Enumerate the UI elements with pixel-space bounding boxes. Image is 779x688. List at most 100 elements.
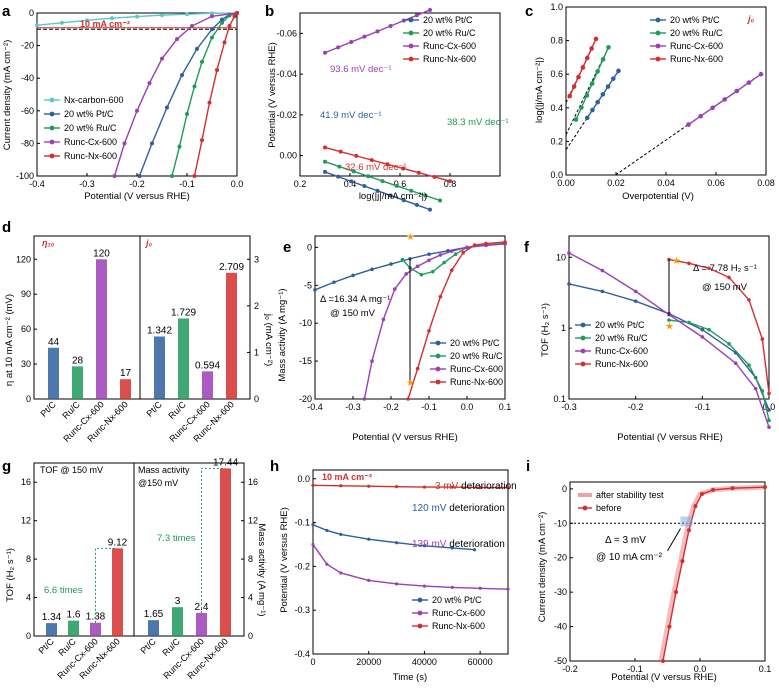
panel-a-series-point bbox=[112, 174, 117, 178]
panel-d-category-left: Ru/C bbox=[60, 399, 82, 421]
panel-i-series-before-point bbox=[667, 624, 672, 629]
panel-b-xtick-label: 0.6 bbox=[394, 179, 407, 189]
panel-e-xtick-label: -0.2 bbox=[383, 402, 399, 412]
panel-g-category-right: Ru/C bbox=[160, 636, 182, 658]
panel-e-ytick-label: -5 bbox=[304, 280, 312, 290]
panel-d-bar-eta10-label: 17 bbox=[120, 368, 132, 379]
panel-i-series-before-point bbox=[660, 659, 665, 663]
panel-c-series-point bbox=[595, 69, 600, 74]
panel-h-series-line bbox=[312, 524, 475, 551]
panel-d-bar-j0 bbox=[178, 318, 189, 399]
panel-e-frame bbox=[314, 235, 506, 400]
panel-h-series-point bbox=[311, 542, 315, 547]
panel-d-bar-j0-label: 1.342 bbox=[147, 326, 172, 337]
panel-a-xlabel: Potential (V versus RHE) bbox=[84, 191, 190, 202]
panel-f-series-point bbox=[747, 363, 751, 367]
panel-c-series-point bbox=[584, 55, 590, 61]
panel-b-series-point bbox=[428, 7, 432, 12]
panel-f-xtick-label: -0.2 bbox=[628, 402, 644, 412]
panel-d-category-left: Pt/C bbox=[38, 399, 58, 419]
panel-d-ytick-label: 2 bbox=[254, 301, 259, 311]
panel-f-delta-sublabel: @ 150 mV bbox=[702, 282, 748, 293]
panel-h-ylabel: Potential (V versus RHE) bbox=[279, 507, 290, 613]
panel-f-series-point bbox=[767, 425, 771, 430]
panel-e-series-point bbox=[389, 262, 393, 266]
panel-f-series-point bbox=[707, 266, 711, 271]
panel-e-series-line bbox=[407, 241, 506, 400]
panel-c-xtick-label: 0.00 bbox=[557, 178, 575, 188]
panel-e-series-point bbox=[381, 317, 386, 322]
panel-d-ytick-label: 1 bbox=[254, 347, 259, 357]
panel-c-series-point bbox=[589, 81, 595, 86]
panel-i: i -0.2 -0.1 0.0 0.1 0 -10 -20 -30 -40 -50 Δ = 3 mV… bbox=[526, 458, 771, 683]
panel-g-ytick-label: 4 bbox=[248, 593, 253, 603]
panel-c-xtick-label: 0.08 bbox=[757, 178, 775, 188]
panel-b-series-point bbox=[388, 23, 393, 28]
panel-e-series-point bbox=[370, 359, 374, 363]
panel-a-series-point bbox=[195, 46, 199, 51]
panel-f-series-point bbox=[700, 327, 705, 332]
panel-i-highlight bbox=[680, 516, 693, 527]
panel-e-series-point bbox=[351, 273, 355, 278]
panel-g-bar-mass bbox=[172, 607, 183, 636]
panel-a-chart: -0.4 -0.3 -0.2 -0.1 0.0 0 -20 -40 -60 -80 -100 Nx-c… bbox=[16, 8, 243, 189]
panel-d-ylabel-right: j₀ (mA cm⁻²) bbox=[263, 313, 274, 366]
panel-b-series-point bbox=[362, 34, 367, 39]
panel-b-series-point bbox=[394, 183, 399, 188]
panel-i-label: i bbox=[526, 458, 530, 475]
panel-h-ytick-label: 0.0 bbox=[297, 474, 310, 484]
panel-g: g 0 4 8 12 16 0 4 8 12 16 1.34 Pt/C 1.65 Pt/C 1.6 Ru/C 3… bbox=[2, 457, 267, 681]
panel-e-ytick-label: 0 bbox=[307, 242, 312, 252]
panel-e-series-point bbox=[427, 328, 431, 333]
panel-f-xtick-label: -0.3 bbox=[561, 402, 577, 412]
panel-g-ytick-label: 0 bbox=[248, 631, 253, 641]
panel-g-label: g bbox=[2, 458, 11, 475]
panel-a-series-point bbox=[137, 174, 142, 178]
panel-c-series-point bbox=[584, 93, 590, 98]
panel-c-series-point bbox=[746, 80, 752, 85]
panel-b-series-point bbox=[375, 188, 380, 193]
panel-h-series-point bbox=[422, 485, 427, 489]
panel-a-series-line bbox=[171, 12, 238, 177]
panel-b-series-point bbox=[349, 40, 354, 45]
panel-c-ytick-label: 0.6 bbox=[550, 69, 563, 79]
panel-e-ytick-label: -20 bbox=[299, 394, 312, 404]
panel-g-frame bbox=[33, 462, 245, 637]
panel-e-legend-label: 20 wt% Ru/C bbox=[450, 351, 503, 361]
panel-h-series-point bbox=[311, 483, 315, 487]
panel-f-legend-label: 20 wt% Pt/C bbox=[595, 320, 645, 330]
panel-h-xtick-label: 40000 bbox=[412, 657, 437, 667]
panel-e-chart: -0.4 -0.3 -0.2 -0.1 0.0 0.1 0 -5 -10 -15 -20 ★ ★ Δ =1… bbox=[299, 232, 511, 412]
panel-e-series-point bbox=[465, 245, 469, 250]
panel-b-series-point bbox=[401, 166, 406, 171]
panel-b-series-point bbox=[416, 170, 421, 175]
panel-e-series-point bbox=[370, 267, 374, 272]
panel-i-series-before-point bbox=[763, 485, 767, 490]
panel-i-ytick-label: -40 bbox=[554, 622, 567, 632]
panel-e-xtick-label: 0.0 bbox=[461, 402, 474, 412]
panel-b-series-point bbox=[323, 169, 327, 174]
panel-a-series-point bbox=[160, 13, 164, 18]
panel-e-series-point bbox=[427, 258, 431, 263]
panel-f: f -0.3 -0.2 -0.1 0.0 10 1 0.1 ★ ★ Δ = 7.78 H₂ s⁻¹… bbox=[524, 235, 775, 443]
panel-c-legend-label: 20 wt% Ru/C bbox=[670, 28, 723, 38]
panel-b-slope-label: 38.3 mV dec⁻¹ bbox=[447, 117, 509, 128]
panel-b-legend-label: 20 wt% Pt/C bbox=[423, 15, 473, 25]
panel-g-ytick-label: 8 bbox=[26, 554, 31, 564]
panel-c-series-point bbox=[584, 115, 590, 121]
panel-f-xtick-label: -0.1 bbox=[695, 402, 711, 412]
panel-a-annotation: 10 mA cm⁻² bbox=[80, 19, 130, 29]
panel-i-ytick-label: -30 bbox=[554, 587, 567, 597]
panel-c-legend-label: Runc-Nx-600 bbox=[670, 54, 723, 64]
panel-c-label: c bbox=[525, 3, 533, 20]
panel-h-series-point bbox=[450, 585, 454, 590]
panel-i-series-before-point bbox=[699, 492, 704, 497]
panel-a-series-point bbox=[147, 81, 152, 86]
panel-e-legend-marker bbox=[435, 366, 441, 372]
panel-e-delta-label: Δ =16.34 A mg⁻¹ bbox=[320, 294, 390, 305]
panel-g-category-left: Pt/C bbox=[36, 636, 56, 656]
panel-e-series-point bbox=[438, 253, 443, 257]
panel-h-series-point bbox=[478, 485, 482, 490]
panel-h-deterioration-label: 139 mV deterioration bbox=[412, 539, 505, 550]
panel-f-series-point bbox=[633, 289, 638, 294]
